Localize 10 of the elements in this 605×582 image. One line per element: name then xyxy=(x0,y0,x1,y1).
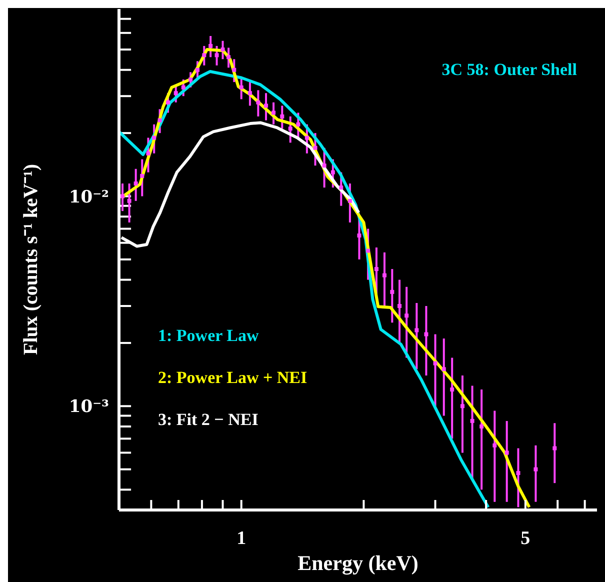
x-tick-label: 5 xyxy=(520,528,530,549)
text: 1: Power Law xyxy=(158,326,260,346)
x-axis-title: Energy (keV) xyxy=(298,551,418,575)
x-tick-label: 1 xyxy=(236,528,246,549)
y-tick-label: 10⁻² xyxy=(68,187,109,208)
text: 3: Fit 2 − NEI xyxy=(158,410,260,430)
y-axis-title: Flux (counts s⁻¹ keV⁻¹) xyxy=(20,164,42,356)
text: 3C 58: Outer Shell xyxy=(442,60,577,80)
text: 2: Power Law + NEI xyxy=(158,368,308,388)
y-tick-label: 10⁻³ xyxy=(68,397,109,418)
